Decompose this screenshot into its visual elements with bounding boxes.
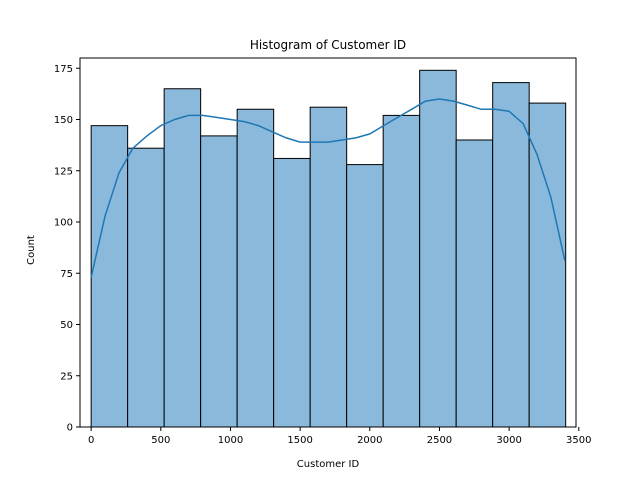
x-tick-label: 2000 (357, 435, 382, 446)
x-tick-label: 3500 (566, 435, 591, 446)
x-tick-label: 500 (151, 435, 170, 446)
x-tick-label: 2500 (427, 435, 452, 446)
y-tick-label: 125 (54, 166, 73, 177)
x-tick-label: 1500 (287, 435, 312, 446)
bars-group (90, 69, 567, 428)
histogram-bar (528, 102, 567, 428)
histogram-bar (419, 69, 457, 428)
histogram-bar (382, 114, 421, 428)
y-tick-label: 50 (60, 320, 73, 331)
histogram-bar (90, 125, 129, 428)
histogram-bar (236, 108, 275, 428)
histogram-bar (346, 164, 384, 428)
histogram-bar (309, 106, 348, 428)
y-tick-label: 75 (60, 269, 73, 280)
histogram-bar (163, 88, 202, 428)
plot-frame (79, 57, 577, 428)
axes-group: 0 500 1000 1500 2000 2500 3000 3500 0 25 50 75 100 12… (54, 57, 592, 446)
kde-line (90, 98, 566, 278)
y-tick-label: 150 (54, 115, 73, 126)
histogram-bar (127, 147, 165, 428)
x-axis-label: Customer ID (297, 459, 360, 470)
histogram-bar (200, 135, 238, 428)
x-tick-label: 0 (88, 435, 94, 446)
histogram-bar (455, 139, 494, 428)
y-tick-label: 0 (67, 423, 73, 434)
y-tick-label: 175 (54, 64, 73, 75)
chart-title: Histogram of Customer ID (250, 38, 406, 52)
y-axis-label: Count (26, 235, 37, 265)
histogram-bar (492, 82, 530, 428)
y-tick-label: 25 (60, 371, 73, 382)
histogram-bar (273, 157, 311, 428)
y-tick-label: 100 (54, 218, 73, 229)
x-tick-label: 3000 (496, 435, 521, 446)
x-tick-label: 1000 (218, 435, 243, 446)
